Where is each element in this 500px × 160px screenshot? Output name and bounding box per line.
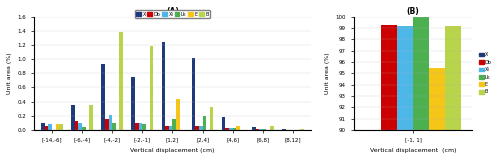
Bar [172,119,176,130]
Title: (B): (B) [406,7,420,16]
Bar [169,126,172,130]
Bar [162,42,165,130]
Bar [199,126,202,130]
Bar [135,123,138,130]
Bar [382,25,397,160]
Bar [290,129,293,130]
Bar [138,123,142,130]
Bar [256,129,259,130]
Bar [108,115,112,130]
Bar [90,105,93,130]
Bar [82,127,86,130]
Bar [48,124,52,130]
Bar [429,68,444,160]
Bar [210,107,214,130]
Bar [263,129,266,130]
Bar [150,46,153,130]
X-axis label: Vertical displacement (cm): Vertical displacement (cm) [130,148,214,153]
Bar [176,99,180,130]
Bar [259,129,263,130]
Bar [229,128,232,130]
Bar [202,116,206,130]
Bar [59,124,63,130]
Bar [232,128,236,130]
Bar [226,128,229,130]
Legend: X, Db, Xi, Lk, E, B: X, Db, Xi, Lk, E, B [477,51,494,96]
X-axis label: Vertical displacement  (cm): Vertical displacement (cm) [370,148,456,153]
Bar [236,126,240,130]
Bar [444,26,460,160]
Bar [105,119,108,130]
Bar [78,123,82,130]
Bar [102,64,105,130]
Bar [196,126,199,130]
Bar [120,32,123,130]
Bar [142,124,146,130]
Bar [413,17,429,160]
Y-axis label: Unit area (%): Unit area (%) [7,52,12,94]
Bar [192,58,196,130]
Bar [75,121,78,130]
Bar [165,126,169,130]
Bar [71,105,75,130]
Bar [252,127,256,130]
Legend: X, Db, Xi, Lk, E, B: X, Db, Xi, Lk, E, B [135,10,210,18]
Y-axis label: Unit area (%): Unit area (%) [325,52,330,94]
Bar [222,117,226,130]
Bar [286,129,290,130]
Bar [44,126,48,130]
Title: (A): (A) [166,7,179,16]
Bar [41,123,44,130]
Bar [56,124,59,130]
Bar [397,26,413,160]
Bar [300,129,304,130]
Bar [270,126,274,130]
Bar [282,129,286,130]
Bar [112,124,116,130]
Bar [132,77,135,130]
